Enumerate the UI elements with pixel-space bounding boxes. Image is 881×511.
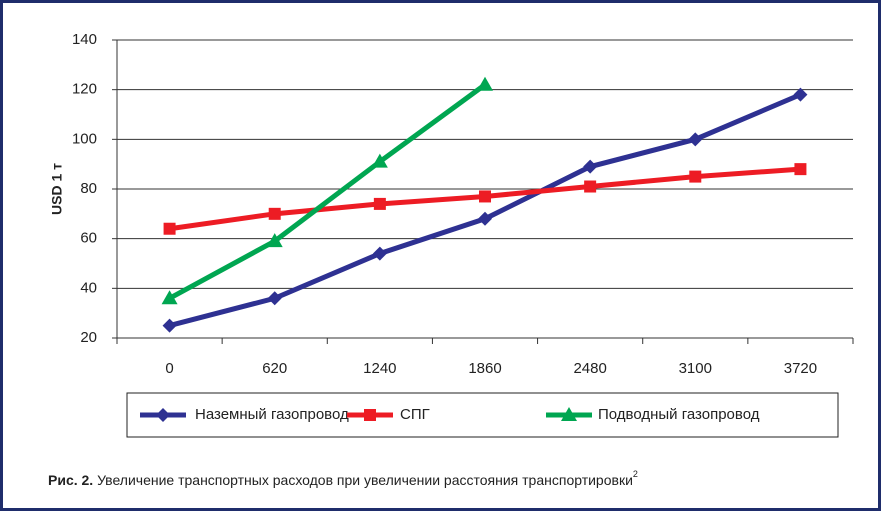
marker (371, 153, 388, 168)
x-tick-label: 0 (165, 360, 173, 377)
y-tick-label: 60 (80, 230, 97, 247)
legend-label: Наземный газопровод (195, 406, 349, 423)
marker (794, 163, 807, 176)
series-line (168, 82, 487, 301)
caption-note: 2 (633, 469, 638, 479)
legend-box (126, 392, 839, 438)
legend-label: Подводный газопровод (598, 406, 760, 423)
y-tick-label: 40 (80, 279, 97, 296)
x-tick-label: 1860 (468, 360, 501, 377)
y-tick-label: 80 (80, 180, 97, 197)
x-tick-label: 3100 (679, 360, 712, 377)
marker (479, 190, 491, 203)
marker (689, 170, 702, 183)
marker (478, 211, 492, 226)
marker (268, 207, 281, 220)
legend-label: СПГ (400, 406, 430, 423)
marker (266, 233, 283, 248)
y-tick-label: 120 (72, 81, 97, 98)
marker (372, 246, 387, 261)
caption-text: Увеличение транспортных расходов при уве… (93, 472, 633, 488)
caption-label: Рис. 2. (48, 472, 93, 488)
marker (156, 408, 170, 422)
marker (364, 409, 376, 421)
x-tick-label: 620 (262, 360, 287, 377)
marker (163, 222, 176, 235)
y-axis-label: USD 1 т (49, 163, 65, 215)
x-tick-label: 1240 (363, 360, 396, 377)
marker (688, 132, 703, 147)
marker (267, 291, 282, 306)
marker (162, 318, 177, 333)
x-tick-label: 2480 (573, 360, 606, 377)
y-tick-label: 20 (80, 329, 97, 346)
marker (477, 76, 493, 91)
marker (793, 87, 808, 102)
marker (583, 159, 598, 174)
y-tick-label: 100 (72, 130, 97, 147)
caption: Рис. 2. Увеличение транспортных расходов… (48, 469, 638, 487)
marker (561, 407, 577, 421)
marker (373, 197, 386, 210)
marker (161, 290, 178, 305)
x-tick-label: 3720 (784, 360, 817, 377)
y-tick-label: 140 (72, 31, 97, 48)
marker (584, 180, 597, 193)
